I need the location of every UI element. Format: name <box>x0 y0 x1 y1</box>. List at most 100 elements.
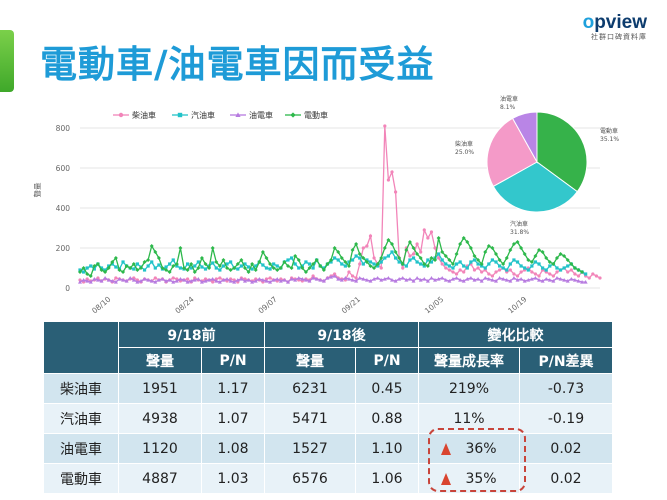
data-point <box>569 262 574 266</box>
data-point <box>235 278 240 282</box>
y-tick-label: 0 <box>65 284 70 293</box>
data-point <box>383 256 387 260</box>
table-cell: 0.02 <box>519 463 613 494</box>
data-point <box>357 276 362 280</box>
data-point <box>368 234 373 238</box>
data-point <box>278 266 283 270</box>
data-point <box>461 236 466 240</box>
data-point <box>121 278 126 282</box>
data-point <box>311 266 315 270</box>
data-point <box>580 270 585 274</box>
data-point <box>78 270 82 274</box>
x-tick-label: 10/19 <box>506 294 529 315</box>
table-cell: 1120 <box>118 433 202 464</box>
data-point <box>85 272 90 276</box>
data-point <box>487 272 491 276</box>
data-point <box>458 278 463 282</box>
data-point <box>156 256 161 260</box>
data-point <box>422 262 427 266</box>
data-point <box>189 262 194 266</box>
data-point <box>591 272 595 276</box>
data-point <box>106 266 111 270</box>
data-point <box>175 264 179 268</box>
data-point <box>307 266 312 270</box>
data-point <box>149 279 154 283</box>
data-point <box>390 250 394 254</box>
pie-slice-percent: 31.8% <box>510 229 529 236</box>
row-label: 電動車 <box>43 463 119 494</box>
data-point <box>85 279 90 283</box>
data-point <box>286 280 290 284</box>
data-point <box>454 252 459 256</box>
data-point <box>354 242 359 246</box>
data-point <box>444 262 448 266</box>
data-point <box>311 262 316 266</box>
data-point <box>379 278 384 282</box>
data-point <box>128 276 133 280</box>
data-point <box>529 277 534 281</box>
data-point <box>400 262 405 266</box>
data-point <box>339 256 344 260</box>
data-point <box>519 264 523 268</box>
data-point <box>221 258 226 262</box>
data-point <box>372 266 377 270</box>
data-point <box>95 278 100 282</box>
data-point <box>393 190 398 194</box>
data-point <box>242 266 247 270</box>
data-point <box>314 258 319 262</box>
data-point <box>533 260 538 264</box>
data-point <box>562 266 566 270</box>
data-point <box>146 278 151 282</box>
data-point <box>232 266 237 270</box>
data-point <box>160 266 165 270</box>
data-point <box>149 244 154 248</box>
data-point <box>501 277 506 281</box>
data-point <box>135 280 140 284</box>
data-point <box>121 260 125 264</box>
data-point <box>103 276 108 280</box>
data-point <box>422 277 427 281</box>
data-point <box>146 258 151 262</box>
data-point <box>232 280 237 284</box>
data-point <box>89 264 93 268</box>
data-point <box>286 258 290 262</box>
table-cell: 219% <box>418 373 520 404</box>
data-point <box>85 266 89 270</box>
data-point <box>261 263 265 267</box>
data-point <box>508 262 512 266</box>
data-point <box>185 277 190 281</box>
data-point <box>494 270 498 274</box>
data-point <box>153 250 158 254</box>
data-point <box>307 279 312 283</box>
data-point <box>483 266 487 270</box>
data-point <box>468 246 473 250</box>
data-point <box>329 258 334 262</box>
data-point <box>81 270 86 274</box>
data-point <box>92 267 96 271</box>
data-point <box>529 260 534 264</box>
data-point <box>246 278 251 282</box>
data-point <box>243 262 247 266</box>
data-point <box>171 258 175 262</box>
data-point <box>566 264 570 268</box>
data-point <box>354 279 359 283</box>
data-point <box>408 258 412 262</box>
data-point <box>479 279 484 283</box>
legend-label: 油電車 <box>249 110 273 120</box>
x-tick-label: 08/10 <box>90 294 113 315</box>
data-point <box>354 276 358 280</box>
data-point <box>544 268 548 272</box>
data-point <box>272 262 276 266</box>
data-point <box>594 274 599 278</box>
data-point <box>555 266 559 270</box>
x-tick-label: 10/05 <box>423 294 446 315</box>
data-point <box>196 266 201 270</box>
data-point <box>530 264 534 268</box>
data-point <box>465 266 469 270</box>
data-point <box>533 254 538 258</box>
data-point <box>505 268 509 272</box>
data-point <box>193 276 197 280</box>
data-point <box>382 246 387 250</box>
data-point <box>314 277 319 281</box>
data-point <box>304 260 308 264</box>
